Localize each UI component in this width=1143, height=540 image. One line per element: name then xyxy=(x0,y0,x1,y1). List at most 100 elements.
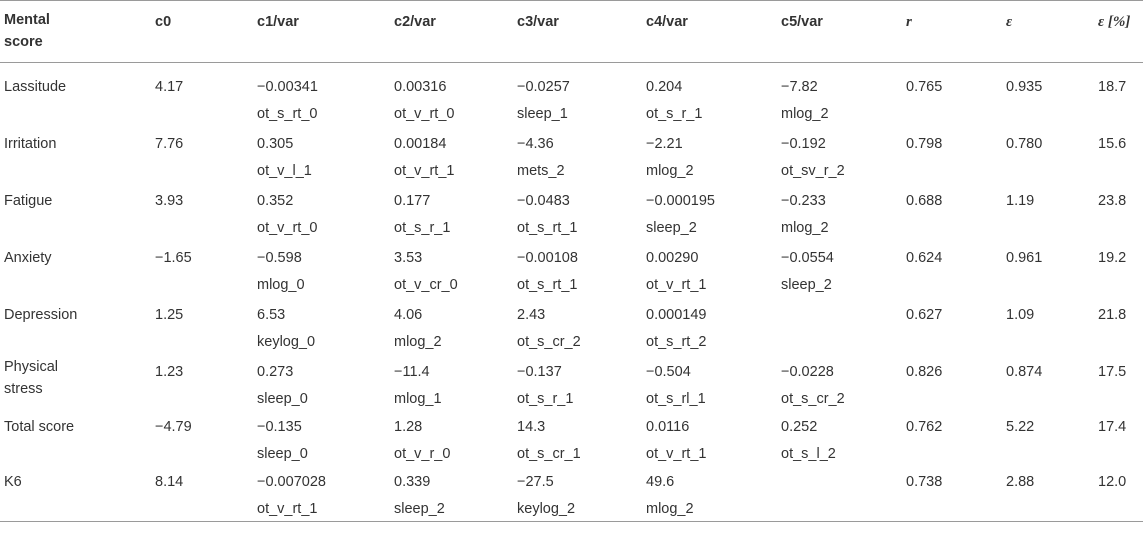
cell-epsilon: 1.09 xyxy=(1006,307,1035,323)
cell-c0: −4.79 xyxy=(155,419,192,435)
cell-c4-var: ot_s_rt_2 xyxy=(646,334,707,350)
row-name: Anxiety xyxy=(4,250,52,266)
cell-c2-coef: 0.177 xyxy=(394,193,431,209)
cell-c3-coef: 14.3 xyxy=(517,419,546,435)
cell-c1-var: ot_v_rt_0 xyxy=(257,220,318,236)
cell-c1-coef: 0.273 xyxy=(257,364,294,380)
cell-c5-coef: −0.0228 xyxy=(781,364,834,380)
cell-c0: 1.23 xyxy=(155,364,184,380)
cell-epsilon: 0.780 xyxy=(1006,136,1043,152)
cell-c3-var: ot_s_cr_1 xyxy=(517,446,581,462)
cell-c3-coef: 2.43 xyxy=(517,307,546,323)
header-r: r xyxy=(906,14,912,30)
cell-c2-coef: −11.4 xyxy=(394,364,430,380)
cell-c1-coef: 0.352 xyxy=(257,193,294,209)
cell-c3-coef: −0.00108 xyxy=(517,250,578,266)
cell-c2-var: ot_v_r_0 xyxy=(394,446,451,462)
cell-c2-coef: 0.00316 xyxy=(394,79,447,95)
cell-epsilon: 0.935 xyxy=(1006,79,1043,95)
cell-c2-coef: 0.339 xyxy=(394,474,431,490)
cell-c0: −1.65 xyxy=(155,250,192,266)
cell-r: 0.762 xyxy=(906,419,943,435)
table-row: Anxiety −1.65 −0.598 mlog_0 3.53 ot_v_cr_0 −0.… xyxy=(0,234,1143,293)
header-mental-score: Mental score xyxy=(4,12,50,50)
cell-r: 0.688 xyxy=(906,193,943,209)
cell-epsilon: 5.22 xyxy=(1006,419,1035,435)
cell-c3-var: ot_s_r_1 xyxy=(517,391,574,407)
table-row: K6 8.14 −0.007028 ot_v_rt_1 0.339 sleep_2 −27.… xyxy=(0,458,1143,521)
cell-c4-coef: 0.000149 xyxy=(646,307,707,323)
cell-c5-coef: −0.0554 xyxy=(781,250,834,266)
row-name: Lassitude xyxy=(4,79,67,95)
cell-c5-var: mlog_2 xyxy=(781,220,829,236)
cell-r: 0.624 xyxy=(906,250,943,266)
cell-c4-coef: 0.0116 xyxy=(646,419,690,435)
cell-c1-var: ot_v_l_1 xyxy=(257,163,312,179)
cell-c0: 7.76 xyxy=(155,136,184,152)
cell-c3-coef: −27.5 xyxy=(517,474,554,490)
cell-epsilon: 2.88 xyxy=(1006,474,1035,490)
table-row: Irritation 7.76 0.305 ot_v_l_1 0.00184 ot_v_r… xyxy=(0,120,1143,179)
cell-c4-coef: 0.00290 xyxy=(646,250,699,266)
cell-epsilon: 0.961 xyxy=(1006,250,1043,266)
cell-c4-var: ot_v_rt_1 xyxy=(646,277,707,293)
row-name: K6 xyxy=(4,474,22,490)
cell-c2-var: mlog_1 xyxy=(394,391,442,407)
cell-epsilon-percent: 12.0 xyxy=(1098,474,1127,490)
cell-epsilon: 1.19 xyxy=(1006,193,1035,209)
cell-c4-coef: 49.6 xyxy=(646,474,675,490)
table-row: Depression 1.25 6.53 keylog_0 4.06 mlog_2 2.43… xyxy=(0,291,1143,350)
cell-c2-var: ot_v_cr_0 xyxy=(394,277,458,293)
cell-c4-var: ot_s_rl_1 xyxy=(646,391,706,407)
cell-c5-coef: −0.233 xyxy=(781,193,826,209)
cell-c4-var: ot_s_r_1 xyxy=(646,106,703,122)
row-name: Total score xyxy=(4,419,75,435)
cell-c5-var: ot_sv_r_2 xyxy=(781,163,845,179)
cell-r: 0.826 xyxy=(906,364,943,380)
cell-c4-coef: −0.000195 xyxy=(646,193,715,209)
table-row: Physical stress 1.23 0.273 sleep_0 −11.4 mlog… xyxy=(0,348,1143,407)
table-header: Mental score c0 c1/var c2/var c3/var c4/… xyxy=(0,1,1143,63)
cell-c2-coef: 3.53 xyxy=(394,250,423,266)
table-row: Fatigue 3.93 0.352 ot_v_rt_0 0.177 ot_s_r_1 −0… xyxy=(0,177,1143,236)
cell-c0: 3.93 xyxy=(155,193,184,209)
table-body: Lassitude 4.17 −0.00341 ot_s_rt_0 0.00316 ot_… xyxy=(0,63,1143,521)
regression-table: Mental score c0 c1/var c2/var c3/var c4/… xyxy=(0,0,1143,522)
cell-c1-var: ot_v_rt_1 xyxy=(257,501,318,517)
cell-epsilon-percent: 15.6 xyxy=(1098,136,1127,152)
cell-c3-var: ot_s_rt_1 xyxy=(517,277,578,293)
cell-c1-coef: 0.305 xyxy=(257,136,294,152)
cell-c2-var: ot_s_r_1 xyxy=(394,220,451,236)
cell-c3-var: sleep_1 xyxy=(517,106,568,122)
cell-c5-coef: −0.192 xyxy=(781,136,826,152)
cell-epsilon-percent: 21.8 xyxy=(1098,307,1127,323)
cell-epsilon-percent: 17.4 xyxy=(1098,419,1127,435)
cell-c4-coef: −2.21 xyxy=(646,136,683,152)
cell-c2-coef: 0.00184 xyxy=(394,136,447,152)
cell-c3-coef: −0.0257 xyxy=(517,79,570,95)
cell-c2-coef: 4.06 xyxy=(394,307,423,323)
cell-c1-coef: −0.135 xyxy=(257,419,302,435)
cell-r: 0.798 xyxy=(906,136,943,152)
header-c5: c5/var xyxy=(781,14,823,30)
cell-c5-var: mlog_2 xyxy=(781,106,829,122)
cell-c4-var: mlog_2 xyxy=(646,501,694,517)
cell-c5-var: sleep_2 xyxy=(781,277,832,293)
header-c3: c3/var xyxy=(517,14,559,30)
cell-c1-var: sleep_0 xyxy=(257,446,308,462)
cell-c4-var: mlog_2 xyxy=(646,163,694,179)
cell-epsilon: 0.874 xyxy=(1006,364,1043,380)
header-c2: c2/var xyxy=(394,14,436,30)
cell-c3-coef: −4.36 xyxy=(517,136,554,152)
row-name: Irritation xyxy=(4,136,57,152)
cell-c1-var: mlog_0 xyxy=(257,277,305,293)
table-row: Lassitude 4.17 −0.00341 ot_s_rt_0 0.00316 ot_… xyxy=(0,63,1143,122)
cell-c3-var: mets_2 xyxy=(517,163,565,179)
cell-c2-coef: 1.28 xyxy=(394,419,423,435)
cell-c2-var: mlog_2 xyxy=(394,334,442,350)
cell-c1-coef: −0.00341 xyxy=(257,79,318,95)
row-name: Depression xyxy=(4,307,78,323)
row-name: Physical stress xyxy=(4,359,58,397)
cell-r: 0.627 xyxy=(906,307,943,323)
cell-c1-coef: −0.007028 xyxy=(257,474,326,490)
